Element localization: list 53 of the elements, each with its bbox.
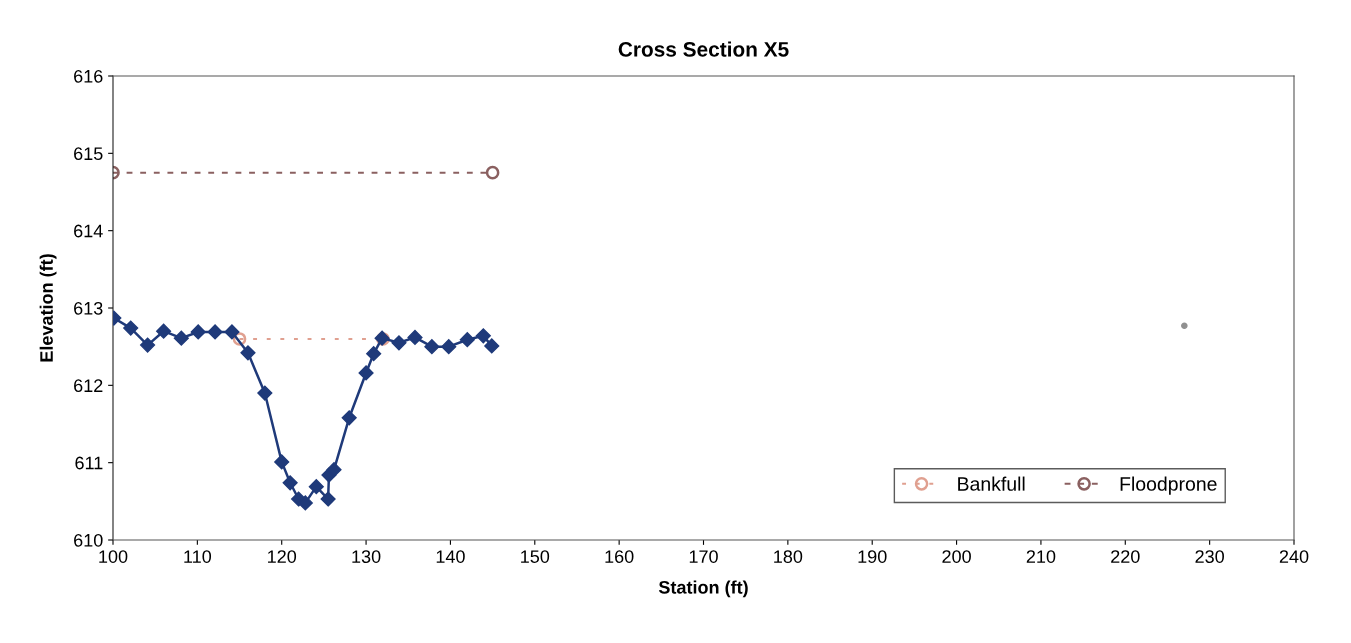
point xyxy=(484,338,500,354)
point xyxy=(407,329,423,345)
y-tick-label: 612 xyxy=(74,379,103,393)
x-tick-label: 220 xyxy=(1111,550,1140,563)
y-axis-title: Elevation (ft) xyxy=(39,254,57,362)
point xyxy=(232,332,247,346)
point xyxy=(274,454,290,470)
point xyxy=(341,410,357,426)
x-tick-label: 100 xyxy=(99,550,128,563)
point xyxy=(441,339,457,355)
point xyxy=(140,337,156,353)
point xyxy=(366,346,382,362)
x-tick-label: 210 xyxy=(1026,550,1056,563)
point xyxy=(358,365,374,381)
point xyxy=(123,320,139,336)
x-tick-label: 180 xyxy=(774,550,803,563)
x-tick-label: 240 xyxy=(1279,550,1309,563)
chart-title: Cross Section X5 xyxy=(618,41,789,57)
x-tick-label: 230 xyxy=(1195,550,1224,563)
point xyxy=(224,324,240,340)
point xyxy=(391,335,407,351)
x-tick-label: 130 xyxy=(352,550,381,563)
point xyxy=(475,328,491,344)
point xyxy=(308,479,324,495)
x-tick-label: 140 xyxy=(436,550,465,563)
point xyxy=(459,332,475,348)
x-axis-title: Station (ft) xyxy=(658,580,748,598)
x-tick-label: 200 xyxy=(942,550,971,563)
point xyxy=(320,491,336,507)
point xyxy=(257,385,273,401)
y-tick-label: 615 xyxy=(74,147,103,161)
point xyxy=(282,475,298,491)
point xyxy=(156,323,172,339)
y-tick-label: 610 xyxy=(74,533,103,547)
x-tick-label: 170 xyxy=(689,550,718,563)
point xyxy=(240,345,256,361)
x-tick-label: 160 xyxy=(605,550,634,563)
x-tick-label: 190 xyxy=(858,550,887,563)
point xyxy=(326,462,342,478)
point xyxy=(207,324,223,340)
point xyxy=(1181,322,1188,330)
x-tick-label: 120 xyxy=(268,550,297,563)
point xyxy=(424,339,440,355)
x-tick-label: 150 xyxy=(521,550,550,563)
legend-label: Bankfull xyxy=(958,476,1025,491)
point xyxy=(190,324,206,340)
y-tick-label: 616 xyxy=(74,69,103,83)
y-tick-label: 614 xyxy=(74,224,103,238)
point xyxy=(173,330,189,346)
y-tick-label: 611 xyxy=(75,456,103,470)
x-tick-label: 110 xyxy=(184,550,212,563)
legend-label: Floodprone xyxy=(1120,476,1217,495)
y-tick-label: 613 xyxy=(74,301,103,315)
